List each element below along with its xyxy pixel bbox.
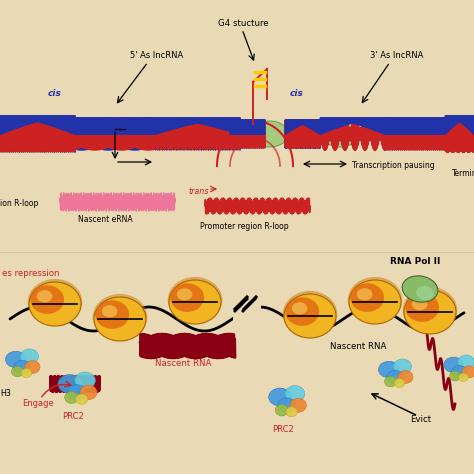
Ellipse shape (92, 121, 128, 147)
Ellipse shape (30, 285, 64, 314)
Ellipse shape (416, 286, 434, 300)
Ellipse shape (284, 294, 336, 338)
Text: Promoter region R-loop: Promoter region R-loop (200, 222, 289, 231)
Text: RNA Pol II: RNA Pol II (390, 257, 440, 266)
Ellipse shape (252, 121, 288, 147)
Ellipse shape (20, 349, 38, 364)
Ellipse shape (11, 366, 24, 377)
Ellipse shape (25, 361, 40, 374)
Text: Evict: Evict (410, 415, 431, 424)
Ellipse shape (283, 291, 337, 337)
Ellipse shape (278, 398, 296, 413)
Ellipse shape (452, 365, 467, 378)
Ellipse shape (290, 398, 306, 412)
Text: Nascent RNA: Nascent RNA (155, 359, 211, 368)
Ellipse shape (75, 372, 95, 389)
Ellipse shape (348, 277, 402, 323)
Ellipse shape (412, 298, 428, 310)
Ellipse shape (102, 305, 118, 318)
Ellipse shape (6, 351, 27, 368)
Ellipse shape (76, 394, 88, 404)
Text: Nascent RNA: Nascent RNA (330, 342, 386, 351)
Ellipse shape (269, 388, 292, 406)
Ellipse shape (67, 385, 86, 400)
Text: H3: H3 (0, 389, 11, 398)
Ellipse shape (27, 279, 82, 325)
Ellipse shape (349, 280, 401, 324)
Ellipse shape (394, 379, 405, 388)
Text: Transcription pausing: Transcription pausing (352, 161, 435, 170)
Text: PRC2: PRC2 (272, 425, 294, 434)
Ellipse shape (170, 283, 204, 312)
Ellipse shape (393, 359, 411, 374)
Ellipse shape (285, 386, 305, 402)
Ellipse shape (350, 283, 384, 312)
Ellipse shape (14, 121, 50, 147)
Bar (233, 304, 261, 324)
Text: cis: cis (48, 89, 62, 98)
Ellipse shape (462, 366, 474, 378)
Ellipse shape (168, 277, 222, 323)
Ellipse shape (458, 373, 468, 382)
Text: trans: trans (188, 187, 209, 196)
Ellipse shape (177, 121, 213, 147)
Ellipse shape (93, 294, 147, 340)
Ellipse shape (398, 371, 413, 383)
Ellipse shape (285, 297, 319, 326)
Text: Nascent eRNA: Nascent eRNA (78, 215, 133, 224)
Ellipse shape (379, 361, 400, 378)
Ellipse shape (177, 288, 192, 301)
Ellipse shape (405, 293, 439, 322)
Ellipse shape (286, 407, 297, 417)
Ellipse shape (14, 360, 30, 374)
Text: PRC2: PRC2 (62, 412, 84, 421)
Ellipse shape (403, 287, 457, 333)
Text: Termin: Termin (452, 169, 474, 178)
Ellipse shape (449, 371, 461, 381)
Ellipse shape (94, 297, 146, 341)
Ellipse shape (37, 290, 53, 302)
Ellipse shape (404, 290, 456, 334)
Text: 5' As lncRNA: 5' As lncRNA (130, 51, 183, 60)
Bar (0, 0, 474, 254)
Text: ion R-loop: ion R-loop (0, 199, 38, 208)
Ellipse shape (275, 404, 288, 416)
Ellipse shape (387, 370, 403, 384)
Ellipse shape (387, 121, 423, 147)
Ellipse shape (21, 368, 32, 377)
Ellipse shape (80, 385, 97, 400)
Ellipse shape (402, 276, 438, 302)
Ellipse shape (458, 355, 474, 369)
Text: G4 stucture: G4 stucture (218, 19, 269, 28)
Ellipse shape (444, 357, 464, 373)
Ellipse shape (437, 121, 473, 147)
Ellipse shape (292, 302, 308, 314)
Text: es repression: es repression (2, 269, 60, 278)
Ellipse shape (169, 280, 221, 324)
Ellipse shape (29, 282, 81, 326)
Ellipse shape (322, 121, 358, 147)
Ellipse shape (58, 374, 82, 393)
Ellipse shape (357, 288, 373, 301)
Text: 3' As lncRNA: 3' As lncRNA (370, 51, 423, 60)
Text: Engage: Engage (22, 399, 54, 408)
Ellipse shape (384, 376, 396, 387)
Ellipse shape (95, 301, 129, 329)
Text: cis: cis (290, 89, 304, 98)
Ellipse shape (64, 392, 78, 403)
